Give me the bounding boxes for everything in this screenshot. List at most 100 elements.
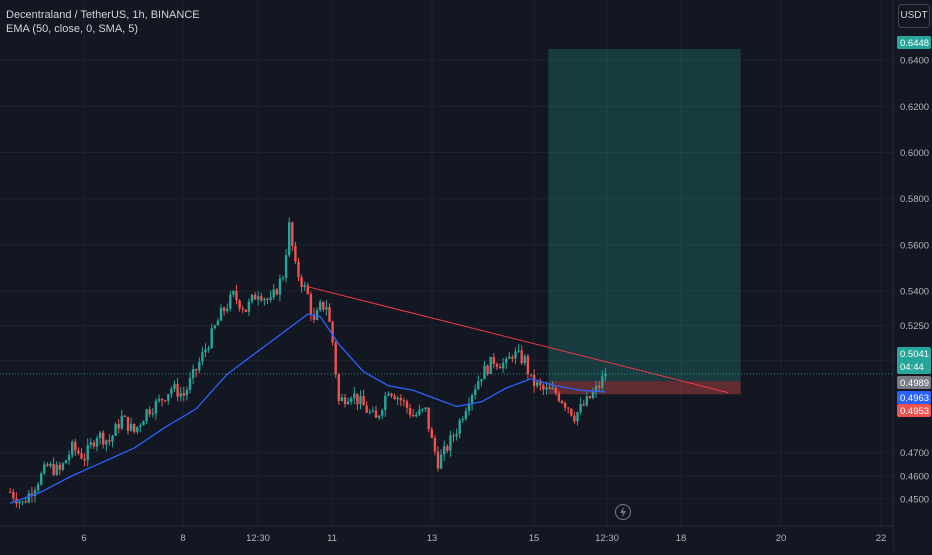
time-axis[interactable]: 6 8 12:30 11 13 15 12:30 18 20 22 <box>0 525 893 550</box>
candle-body <box>405 401 409 409</box>
candle-body <box>86 445 89 461</box>
candle-body <box>408 408 412 416</box>
candle-body <box>219 307 223 321</box>
long-position-tool[interactable] <box>548 49 741 395</box>
candle-body <box>167 394 170 401</box>
lightning-bolt-icon[interactable] <box>614 503 632 521</box>
candle-body <box>315 310 319 320</box>
price-tag <box>897 376 931 389</box>
candle-body <box>58 464 61 470</box>
price-tag-value: 0.4953 <box>900 406 929 417</box>
candle-body <box>514 351 517 359</box>
price-tick-label: 0.4700 <box>900 448 929 459</box>
candle-body <box>312 314 316 320</box>
candle-body <box>250 294 254 302</box>
candle-body <box>114 424 117 436</box>
price-tick-label: 0.5800 <box>900 194 929 205</box>
candle-body <box>353 393 356 399</box>
candle-body <box>278 278 282 295</box>
grid-lines <box>0 0 893 526</box>
candle-body <box>433 438 437 452</box>
candle-body <box>548 387 551 389</box>
candle-body <box>275 289 278 295</box>
candle-body <box>117 424 120 429</box>
candle-body <box>61 463 65 470</box>
candle-body <box>204 349 207 353</box>
candle-body <box>371 410 375 412</box>
candle-body <box>359 396 362 405</box>
candle-body <box>71 441 74 456</box>
currency-button[interactable]: USDT <box>898 4 930 28</box>
candle-body <box>368 411 371 413</box>
price-tick-label: 0.6200 <box>900 102 929 113</box>
price-tag-value: 0.4963 <box>900 393 929 404</box>
time-tick-label: 12:30 <box>246 533 270 544</box>
candle-body <box>148 409 151 415</box>
ema-line <box>9 313 606 505</box>
candle-body <box>188 378 192 390</box>
candle-body <box>210 328 213 349</box>
candle-body <box>294 246 297 262</box>
candle-body <box>334 342 337 375</box>
candle-body <box>381 410 384 416</box>
candle-body <box>337 374 340 401</box>
candle-body <box>195 369 198 371</box>
candles <box>9 217 607 509</box>
ema-series-line <box>9 313 606 505</box>
candle-body <box>260 296 263 301</box>
candle-body <box>511 356 514 359</box>
candle-body <box>377 415 381 418</box>
candle-body <box>207 348 210 350</box>
candle-body <box>365 405 368 413</box>
candle-body <box>105 440 108 445</box>
price-tag-value: 0.6448 <box>900 38 929 49</box>
price-tick-label: 0.6400 <box>900 56 929 67</box>
price-tick-label: 0.6000 <box>900 148 929 159</box>
time-tick-label: 8 <box>180 533 185 544</box>
candle-body <box>483 365 486 380</box>
candle-body <box>126 416 130 431</box>
candle-body <box>573 415 576 422</box>
candle-body <box>92 442 96 447</box>
candle-body <box>529 374 533 376</box>
candle-body <box>427 407 430 430</box>
candle-body <box>439 454 443 469</box>
candle-body <box>291 222 294 247</box>
candle-body <box>133 423 136 432</box>
candle-body <box>157 398 161 401</box>
candle-body <box>424 407 427 410</box>
candle-body <box>284 255 288 278</box>
candle-body <box>455 434 458 437</box>
candle-body <box>418 409 421 415</box>
candle-body <box>43 464 46 474</box>
candle-body <box>567 407 570 409</box>
candle-body <box>362 396 365 406</box>
candle-body <box>145 409 148 422</box>
candle-body <box>83 458 86 461</box>
trendline[interactable] <box>0 285 893 394</box>
indicator-title[interactable]: EMA (50, close, 0, SMA, 5) <box>6 23 139 35</box>
candle-body <box>129 423 133 431</box>
candle-body <box>80 453 83 459</box>
candle-body <box>241 308 244 310</box>
chart-legend: Decentraland / TetherUS, 1h, BINANCE EMA… <box>6 8 200 36</box>
candle-body <box>430 429 433 439</box>
candle-body <box>464 411 468 420</box>
candle-body <box>536 382 539 386</box>
candle-body <box>229 294 232 309</box>
price-tick-label: 0.4500 <box>900 494 929 505</box>
price-axis[interactable]: 0.6400 0.6200 0.6000 0.5800 0.5600 0.5400 0.52… <box>892 0 932 550</box>
candle-body <box>415 414 418 417</box>
symbol-title[interactable]: Decentraland / TetherUS, 1h, BINANCE <box>6 9 200 21</box>
candle-body <box>216 320 220 326</box>
candle-body <box>33 490 37 496</box>
candle-body <box>191 369 195 379</box>
candle-body <box>443 446 446 455</box>
candle-body <box>95 438 99 447</box>
candle-body <box>9 491 12 493</box>
candle-body <box>232 291 235 295</box>
price-tick-label: 0.4600 <box>900 471 929 482</box>
candle-body <box>449 435 452 451</box>
